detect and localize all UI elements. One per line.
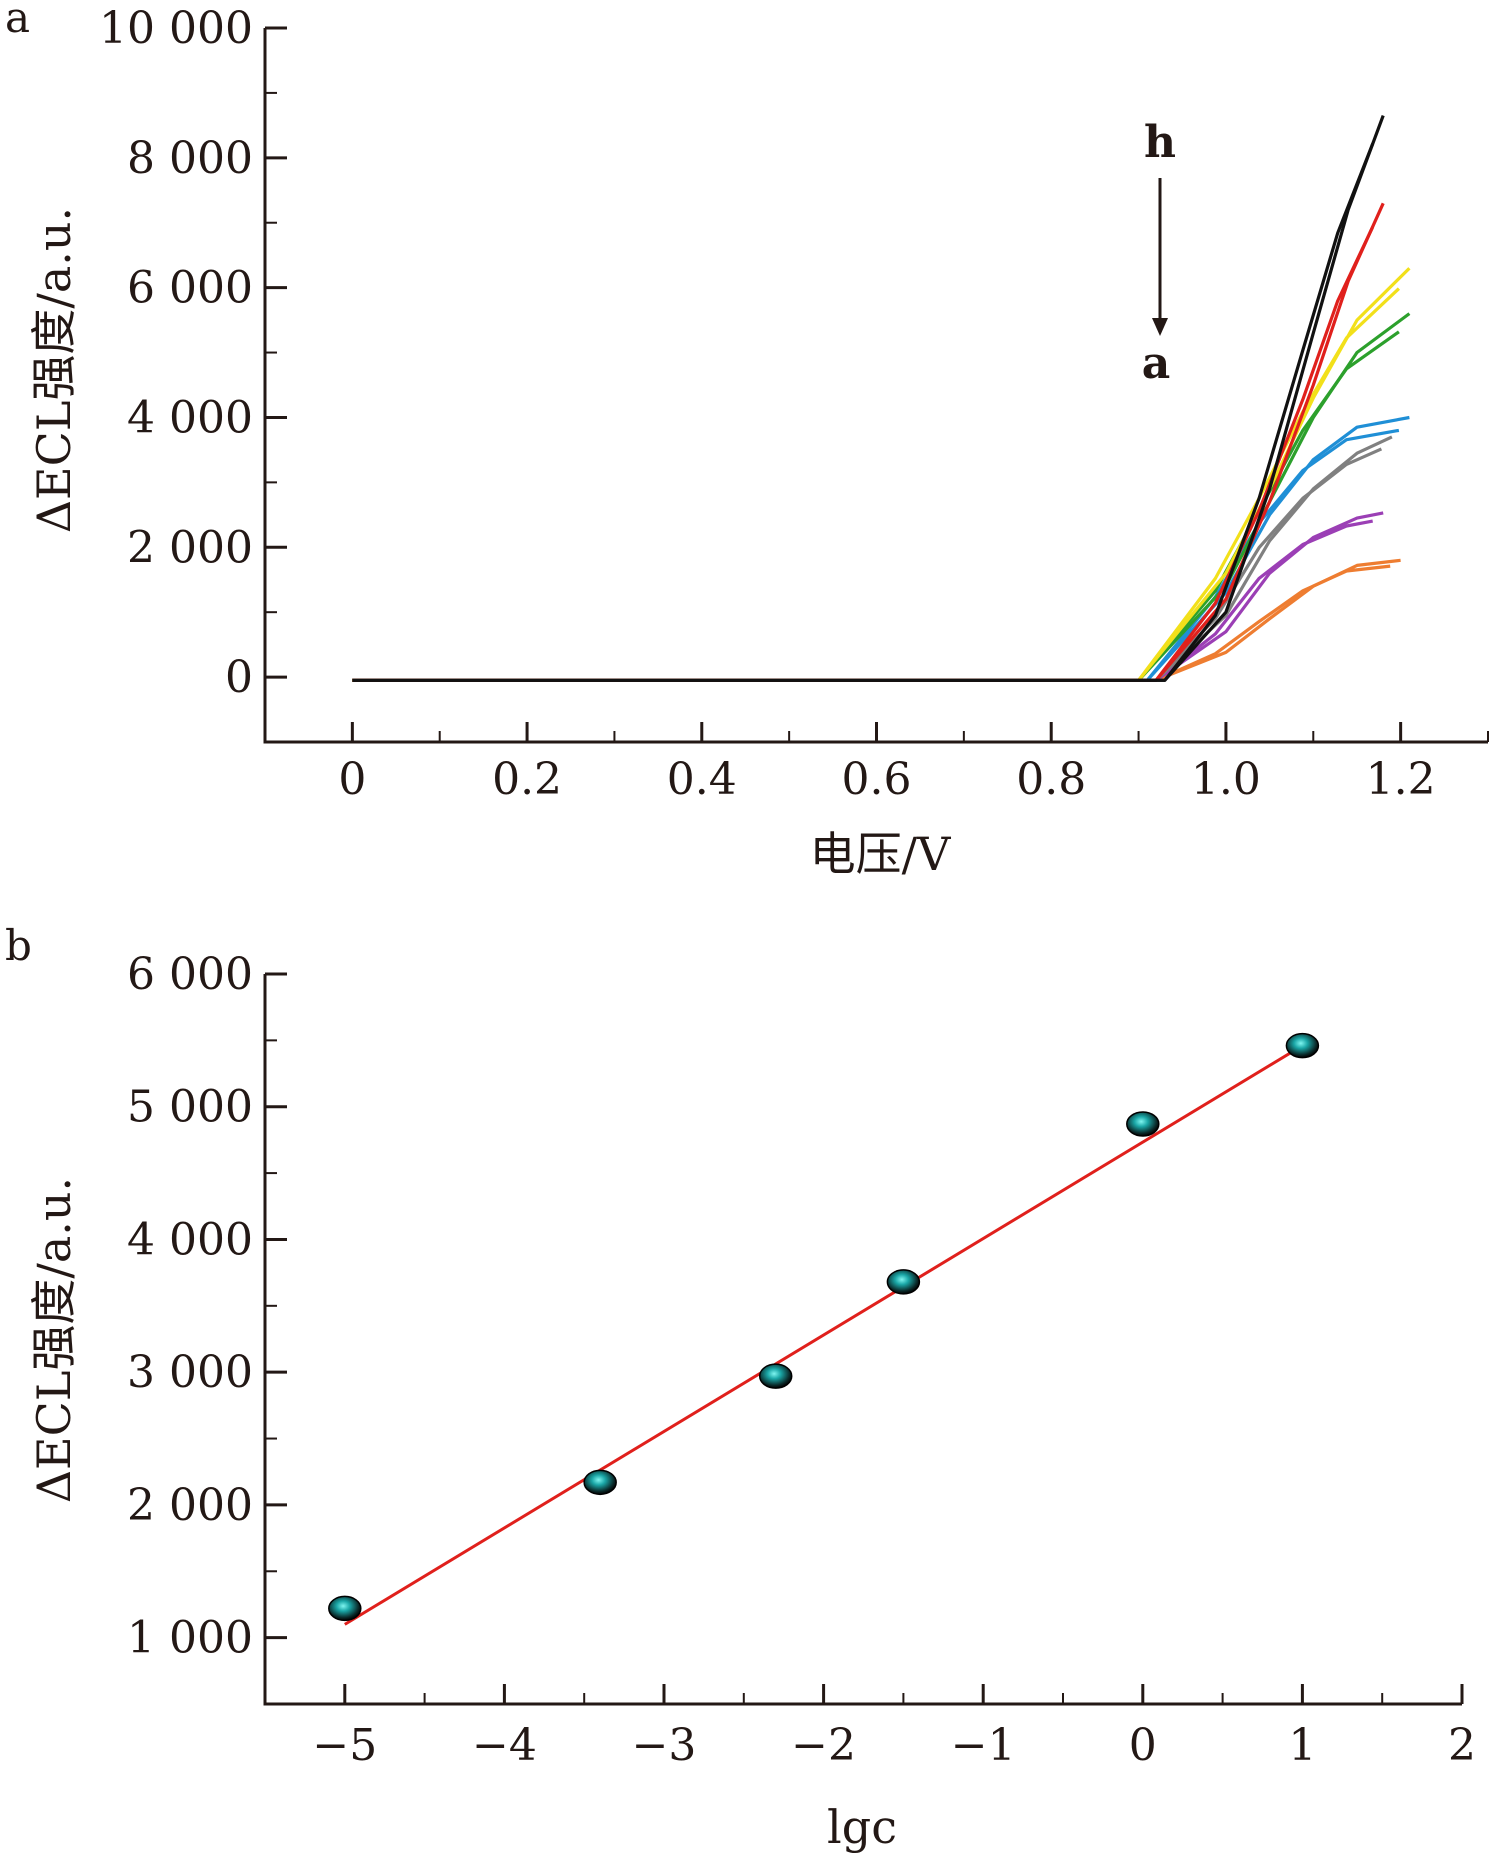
y-tick-label-a: 2 000 — [127, 522, 253, 573]
data-point — [328, 1595, 362, 1622]
x-tick-label-a: 0.4 — [667, 754, 737, 805]
series-line-6 — [352, 267, 1411, 682]
ecl-curves — [352, 115, 1411, 682]
y-tick-label-b: 5 000 — [127, 1082, 253, 1133]
y-axis-title-a: ΔECL强度/a.u. — [27, 207, 81, 533]
y-tick-label-a: 6 000 — [127, 263, 253, 314]
panel-b: b 1 000 2 000 3 000 4 000 5 000 6 000 −5 −4 −3 −2… — [5, 921, 1476, 1853]
axis-frame-a — [263, 28, 1488, 744]
x-tick-label-b: −2 — [791, 1720, 856, 1771]
series-line-6-return — [352, 287, 1400, 682]
x-tick-label-a: 0.8 — [1016, 754, 1086, 805]
series-line-8-return — [352, 143, 1375, 682]
x-tick-label-b: −4 — [472, 1720, 537, 1771]
series-line-4 — [352, 415, 1410, 682]
axis-frame-b — [263, 974, 1462, 1706]
x-axis-title-b: lgc — [827, 1800, 897, 1853]
x-tick-label-a: 0 — [338, 754, 366, 805]
y-tick-label-a: 8 000 — [127, 133, 253, 184]
y-axis-title-b: ΔECL强度/a.u. — [27, 1177, 81, 1503]
x-tick-label-a: 0.6 — [842, 754, 912, 805]
data-point — [1126, 1111, 1160, 1137]
panel-label-a: a — [5, 0, 30, 42]
arrow-head-icon — [1152, 318, 1168, 336]
x-tick-label-b: −3 — [632, 1720, 697, 1771]
y-tick-label-b: 6 000 — [127, 949, 253, 1000]
x-tick-label-b: 2 — [1448, 1720, 1476, 1771]
y-tick-label-a: 0 — [225, 652, 253, 703]
y-tick-label-b: 4 000 — [127, 1214, 253, 1265]
series-line-5-return — [352, 330, 1400, 682]
x-axis-title-a: 电压/V — [810, 827, 951, 881]
axes-a: 0 2 000 4 000 6 000 8 000 10 000 0 0.2 0.4 0.6 0.8… — [99, 3, 1489, 805]
x-tick-label-b: −1 — [951, 1720, 1016, 1771]
panel-label-b: b — [5, 921, 32, 970]
x-tick-label-b: 1 — [1288, 1720, 1316, 1771]
curve-label-top: h — [1144, 117, 1176, 168]
x-tick-label-a: 1.2 — [1366, 754, 1436, 805]
x-tick-label-b: 0 — [1129, 1720, 1157, 1771]
x-tick-label-a: 1.0 — [1191, 754, 1261, 805]
fit-line — [344, 1044, 1304, 1626]
y-tick-label-b: 1 000 — [127, 1613, 253, 1664]
curve-label-bottom: a — [1142, 338, 1171, 389]
axes-b: 1 000 2 000 3 000 4 000 5 000 6 000 −5 −4 −3 −2 −1… — [127, 949, 1476, 1771]
y-tick-label-b: 2 000 — [127, 1480, 253, 1531]
scatter-points — [328, 1032, 1320, 1622]
y-tick-label-b: 3 000 — [127, 1347, 253, 1398]
fit-line-group — [344, 1044, 1304, 1626]
data-point — [1285, 1032, 1320, 1059]
data-point — [583, 1469, 617, 1496]
x-tick-label-b: −5 — [312, 1720, 377, 1771]
y-tick-label-a: 10 000 — [99, 3, 253, 54]
series-line-1 — [352, 558, 1401, 682]
data-point — [886, 1269, 921, 1295]
x-tick-label-a: 0.2 — [492, 754, 562, 805]
series-line-5 — [352, 312, 1411, 682]
data-point — [758, 1363, 793, 1389]
y-tick-label-a: 4 000 — [127, 392, 253, 443]
